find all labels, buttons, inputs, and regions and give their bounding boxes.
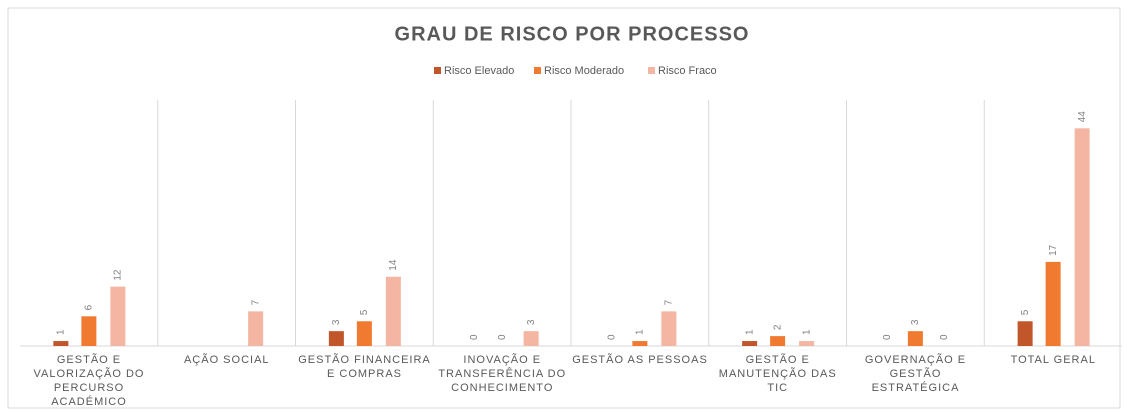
x-tick-label: INOVAÇÃO E TRANSFERÊNCIA DO CONHECIMENTO <box>438 354 567 394</box>
data-label: 17 <box>1048 244 1059 256</box>
x-tick-label: GOVERNAÇÃO E GESTÃO ESTRATÉGICA <box>864 354 967 394</box>
data-label: 0 <box>469 334 480 340</box>
bar <box>799 341 815 346</box>
data-label: 3 <box>526 319 537 325</box>
data-label: 7 <box>250 299 261 305</box>
legend-swatch <box>648 67 655 74</box>
data-label: 12 <box>113 269 124 281</box>
data-label: 1 <box>801 329 812 335</box>
data-label: 7 <box>664 299 675 305</box>
bar <box>53 341 69 346</box>
bar <box>110 286 126 346</box>
x-tick-label: GESTÃO AS PESSOAS <box>572 354 708 366</box>
bar <box>81 316 97 346</box>
x-tick-label: GESTÃO FINANCEIRA E COMPRAS <box>298 354 431 380</box>
bar <box>385 276 401 346</box>
bar <box>1074 128 1090 346</box>
bar <box>356 321 372 346</box>
legend-swatch <box>534 67 541 74</box>
bar <box>523 331 539 346</box>
legend-label: Risco Elevado <box>444 65 514 77</box>
bar <box>661 311 677 346</box>
data-label: 1 <box>635 329 646 335</box>
data-label: 1 <box>56 329 67 335</box>
x-tick-label: GESTÃO E VALORIZAÇÃO DO PERCURSO ACADÉMI… <box>33 354 145 408</box>
data-label: 44 <box>1077 111 1088 123</box>
data-label: 1 <box>744 329 755 335</box>
bar <box>248 311 264 346</box>
bar <box>632 341 648 346</box>
data-label: 5 <box>1020 309 1031 315</box>
data-label: 2 <box>772 324 783 330</box>
data-label: 6 <box>84 304 95 310</box>
data-label: 3 <box>331 319 342 325</box>
data-label: 0 <box>497 334 508 340</box>
x-tick-label: TOTAL GERAL <box>1010 354 1096 366</box>
bar <box>742 341 758 346</box>
x-tick-label: AÇÃO SOCIAL <box>183 354 270 366</box>
bar <box>907 331 923 346</box>
data-label: 5 <box>359 309 370 315</box>
x-tick-label: GESTÃO E MANUTENÇÃO DAS TIC <box>718 354 837 394</box>
bar <box>770 336 786 346</box>
chart-frame <box>7 7 1121 409</box>
bar <box>1017 321 1033 346</box>
legend-label: Risco Moderado <box>544 65 624 77</box>
data-label: 14 <box>388 259 399 271</box>
chart-title: GRAU DE RISCO POR PROCESSO <box>395 23 750 45</box>
data-label: 0 <box>607 334 618 340</box>
data-label: 0 <box>882 334 893 340</box>
data-label: 3 <box>910 319 921 325</box>
bar <box>1045 261 1061 346</box>
legend-label: Risco Fraco <box>658 65 717 77</box>
legend-swatch <box>434 67 441 74</box>
data-label: 0 <box>939 334 950 340</box>
bar <box>328 331 344 346</box>
